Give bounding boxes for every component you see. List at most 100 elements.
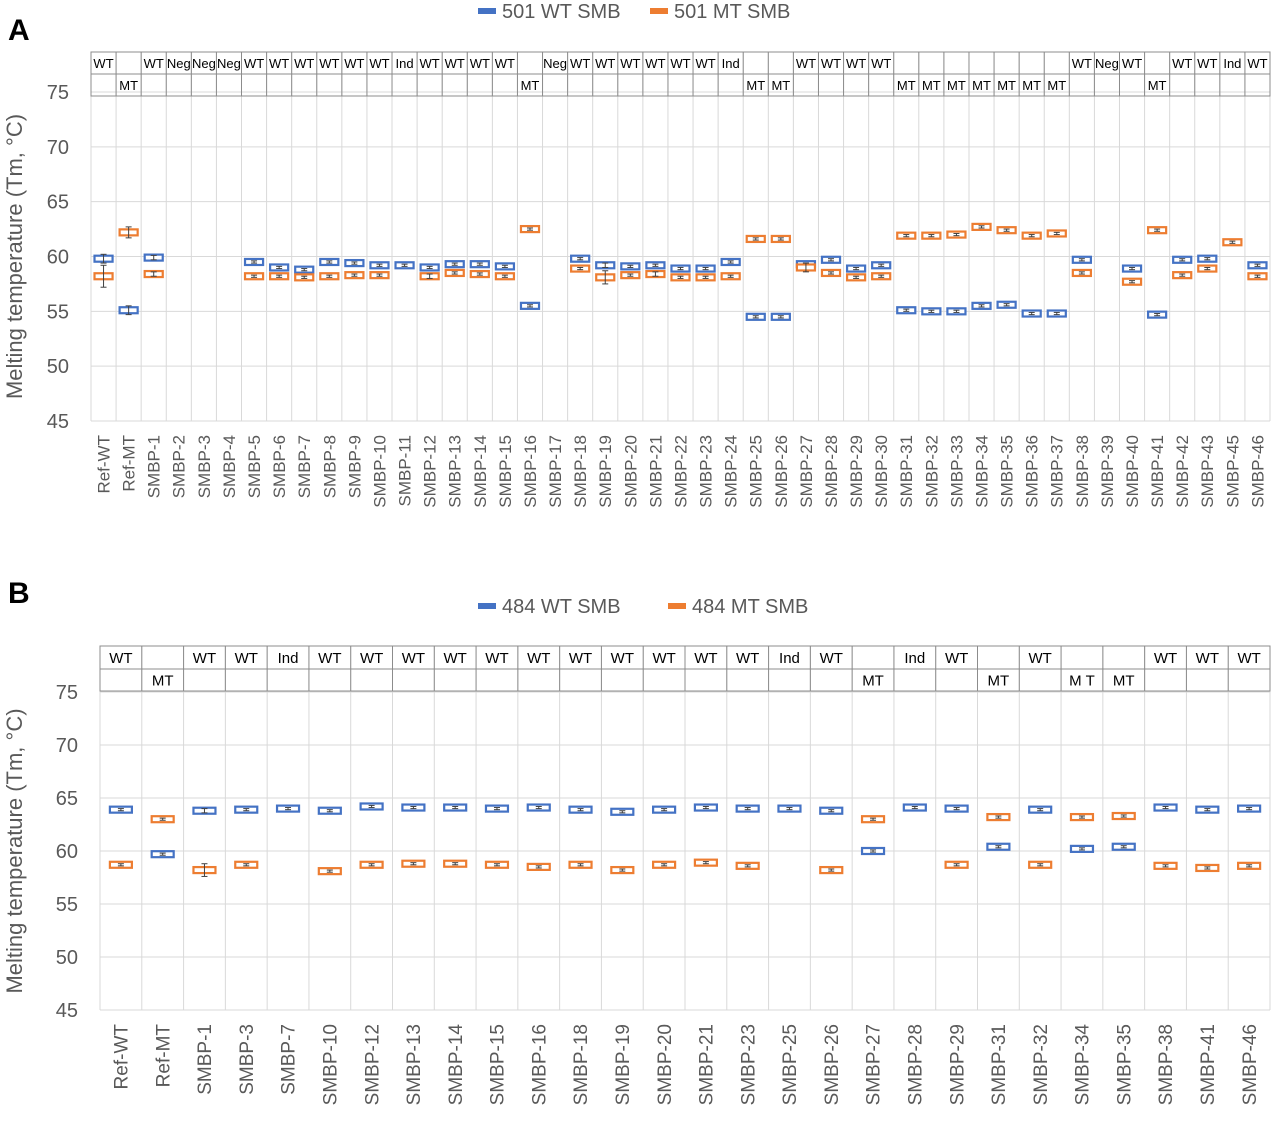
genotype-bottom-cell: M T <box>1069 673 1095 690</box>
x-tick-label: SMBP-14 <box>471 435 490 508</box>
legend-label-mt: 501 MT SMB <box>674 1 790 23</box>
x-tick-label: SMBP-18 <box>571 1024 592 1105</box>
genotype-top-cell: WT <box>93 56 113 71</box>
y-tick-label: 75 <box>47 82 69 104</box>
genotype-bottom-cell: MT <box>897 78 916 93</box>
x-tick-label: SMBP-15 <box>488 1024 509 1105</box>
x-tick-label: SMBP-35 <box>1114 1024 1135 1105</box>
x-tick-label: Ref-MT <box>153 1024 174 1088</box>
x-tick-label: SMBP-37 <box>1048 435 1067 508</box>
x-tick-label: SMBP-16 <box>521 435 540 508</box>
genotype-bottom-cell: MT <box>972 78 991 93</box>
genotype-top-cell: WT <box>470 56 490 71</box>
genotype-top-cell: WT <box>1196 650 1219 667</box>
genotype-top-cell: WT <box>652 650 675 667</box>
x-tick-label: SMBP-8 <box>320 435 339 498</box>
genotype-top-cell: WT <box>695 56 715 71</box>
x-tick-label: SMBP-41 <box>1198 1024 1219 1105</box>
genotype-top-cell: Ind <box>396 56 414 71</box>
genotype-bottom-cell: MT <box>1047 78 1066 93</box>
genotype-top-cell: WT <box>871 56 891 71</box>
x-tick-label: SMBP-31 <box>897 435 916 508</box>
genotype-top-cell: WT <box>318 650 341 667</box>
genotype-top-cell: WT <box>444 650 467 667</box>
genotype-top-cell: WT <box>1247 56 1267 71</box>
x-tick-label: SMBP-6 <box>270 435 289 498</box>
genotype-bottom-cell: MT <box>862 673 884 690</box>
x-tick-label: SMBP-5 <box>245 435 264 498</box>
x-tick-label: SMBP-33 <box>947 435 966 508</box>
x-tick-label: SMBP-19 <box>613 1024 634 1105</box>
genotype-top-cell: WT <box>1197 56 1217 71</box>
x-tick-label: SMBP-26 <box>822 1024 843 1105</box>
x-tick-label: SMBP-42 <box>1173 435 1192 508</box>
y-tick-label: 45 <box>47 411 69 433</box>
genotype-top-cell: WT <box>846 56 866 71</box>
genotype-top-cell: Neg <box>167 56 191 71</box>
genotype-top-cell: Ind <box>1223 56 1241 71</box>
y-tick-label: 70 <box>56 735 78 757</box>
x-tick-label: Ref-WT <box>94 435 113 494</box>
genotype-top-cell: Neg <box>543 56 567 71</box>
x-tick-label: SMBP-25 <box>780 1024 801 1105</box>
x-tick-label: SMBP-22 <box>671 435 690 508</box>
genotype-bottom-cell: MT <box>521 78 540 93</box>
x-tick-label: SMBP-7 <box>279 1024 300 1095</box>
x-tick-label: SMBP-35 <box>998 435 1017 508</box>
x-tick-label: SMBP-21 <box>697 1024 718 1105</box>
x-tick-label: SMBP-36 <box>1023 435 1042 508</box>
genotype-bottom-cell: MT <box>947 78 966 93</box>
genotype-top-cell: WT <box>485 650 508 667</box>
genotype-top-cell: WT <box>360 650 383 667</box>
genotype-bottom-cell: MT <box>1148 78 1167 93</box>
genotype-top-cell: Neg <box>1095 56 1119 71</box>
x-tick-label: SMBP-20 <box>621 435 640 508</box>
x-tick-label: SMBP-45 <box>1223 435 1242 508</box>
x-tick-label: SMBP-10 <box>370 435 389 508</box>
x-tick-label: SMBP-24 <box>722 435 741 508</box>
x-tick-label: SMBP-11 <box>396 435 415 507</box>
x-tick-label: SMBP-9 <box>345 435 364 498</box>
x-tick-label: SMBP-43 <box>1198 435 1217 508</box>
x-tick-label: SMBP-28 <box>905 1024 926 1105</box>
genotype-top-cell: WT <box>269 56 289 71</box>
panel-letter: A <box>8 14 30 47</box>
x-tick-label: SMBP-32 <box>1031 1024 1052 1105</box>
genotype-bottom-cell: MT <box>771 78 790 93</box>
x-tick-label: SMBP-31 <box>989 1024 1010 1105</box>
x-tick-label: SMBP-3 <box>237 1024 258 1095</box>
x-tick-label: SMBP-40 <box>1123 435 1142 508</box>
genotype-bottom-cell: MT <box>746 78 765 93</box>
genotype-top-cell: WT <box>402 650 425 667</box>
genotype-top-cell: Neg <box>192 56 216 71</box>
genotype-top-cell: WT <box>620 56 640 71</box>
genotype-top-cell: Ind <box>722 56 740 71</box>
genotype-top-cell: WT <box>820 650 843 667</box>
y-tick-label: 55 <box>56 894 78 916</box>
genotype-top-cell: WT <box>570 56 590 71</box>
genotype-bottom-cell: MT <box>997 78 1016 93</box>
genotype-top-cell: WT <box>569 650 592 667</box>
genotype-top-cell: WT <box>1122 56 1142 71</box>
x-tick-label: SMBP-41 <box>1148 435 1167 508</box>
x-tick-label: SMBP-38 <box>1156 1024 1177 1105</box>
y-tick-label: 60 <box>47 247 69 269</box>
x-tick-label: SMBP-23 <box>697 435 716 508</box>
genotype-bottom-cell: MT <box>1113 673 1135 690</box>
genotype-top-cell: Ind <box>779 650 800 667</box>
x-tick-label: SMBP-38 <box>1073 435 1092 508</box>
x-tick-label: SMBP-15 <box>496 435 515 508</box>
x-tick-label: SMBP-16 <box>529 1024 550 1105</box>
y-tick-label: 60 <box>56 841 78 863</box>
x-tick-label: SMBP-28 <box>822 435 841 508</box>
x-tick-label: SMBP-4 <box>220 435 239 498</box>
x-tick-label: SMBP-17 <box>546 435 565 508</box>
genotype-top-cell: WT <box>109 650 132 667</box>
x-tick-label: SMBP-3 <box>195 435 214 498</box>
y-axis-label: Melting temperature (Tm, °C) <box>2 114 27 399</box>
genotype-top-cell: WT <box>645 56 665 71</box>
x-tick-label: SMBP-46 <box>1240 1024 1261 1105</box>
x-tick-label: SMBP-23 <box>738 1024 759 1105</box>
